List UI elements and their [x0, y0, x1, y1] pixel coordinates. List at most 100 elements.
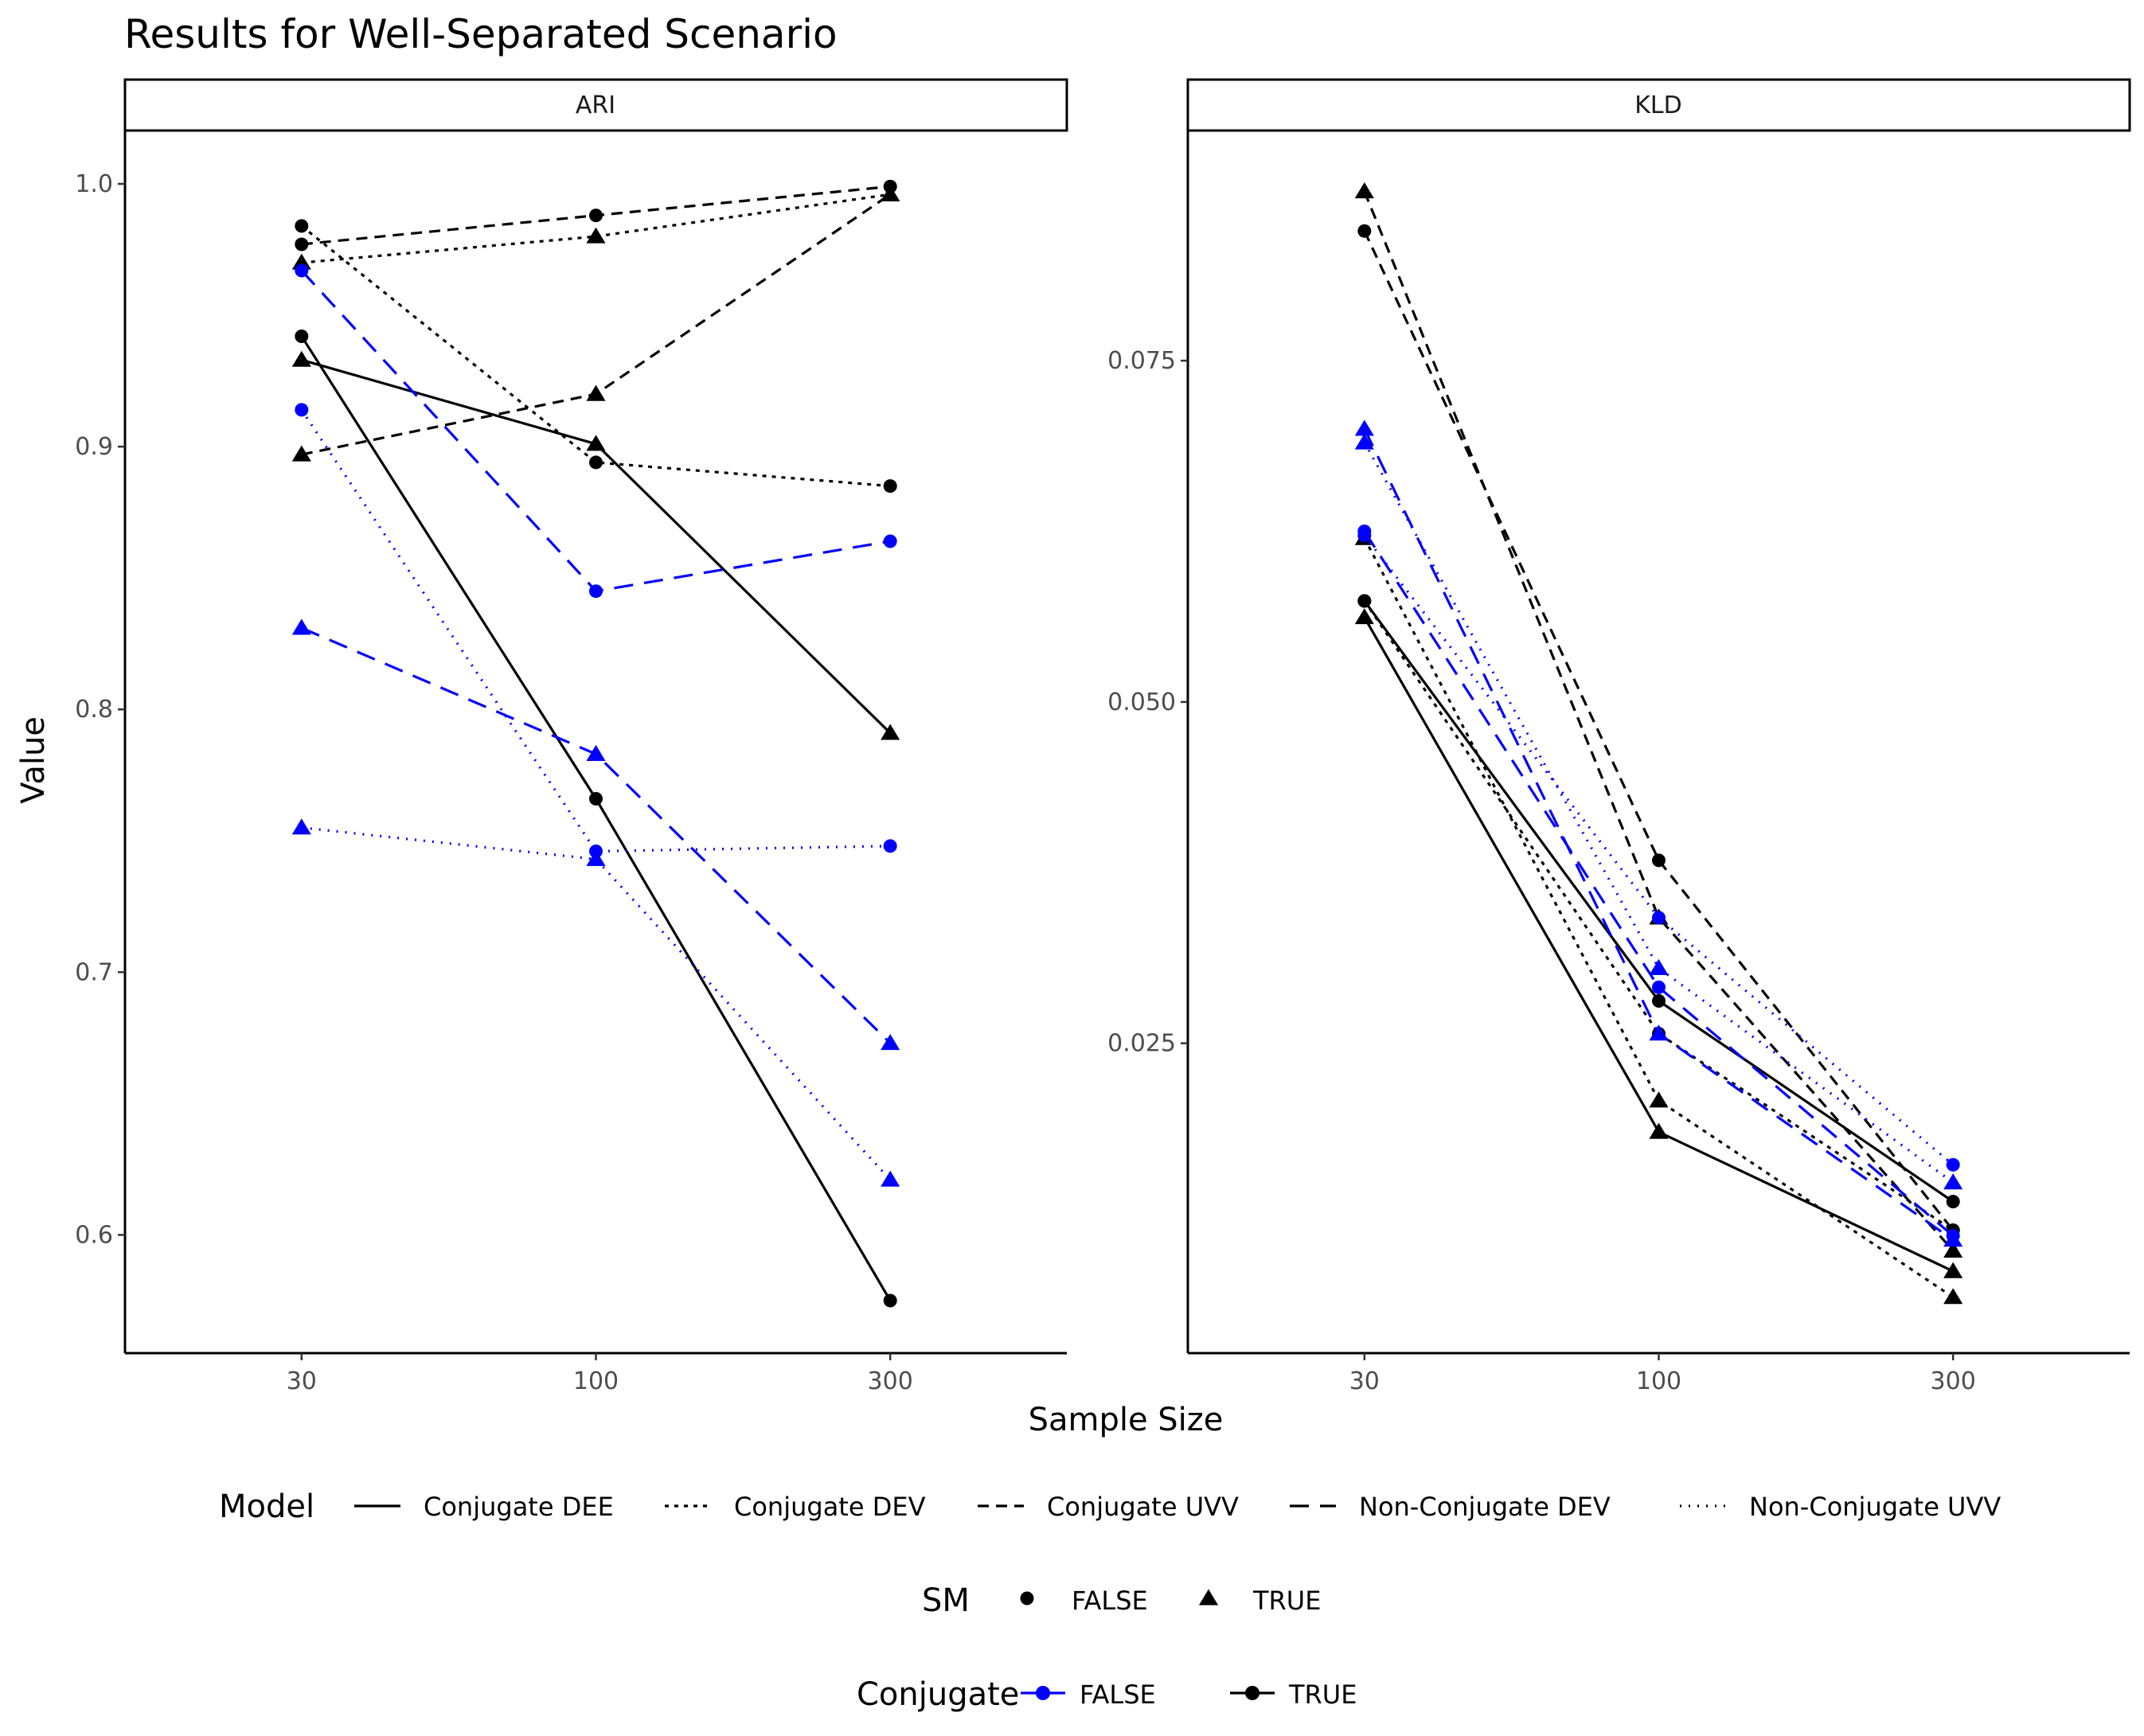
kld-series-conjugate-uvv-sm-true-point [1943, 1241, 1963, 1258]
kld-series-conjugate-dev-sm-true-point [1649, 1091, 1669, 1108]
kld-series-non-conjugate-dev-sm-true-point [1649, 1024, 1669, 1041]
ari-series-non-conjugate-dev-sm-false-point [295, 263, 309, 278]
legend-conjugate: Conjugate FALSE TRUE [857, 1676, 1357, 1713]
y-tick-label-kld: 0.050 [1107, 689, 1176, 716]
panel-kld: KLD 0.025 0.050 0.075 30 100 300 [1107, 78, 2131, 1395]
kld-series-conjugate-uvv-sm-false-point [1357, 224, 1372, 238]
ari-series-conjugate-dee-sm-true-point [291, 350, 311, 367]
legend-model-label-conjugate-uvv: Conjugate UVV [1047, 1492, 1239, 1522]
ari-series-non-conjugate-dev-sm-true-point [881, 1033, 900, 1051]
ari-series-conjugate-uvv-sm-true-point [586, 384, 606, 401]
ari-series-conjugate-dee-sm-false-point [883, 1293, 897, 1308]
y-tick-label-kld: 0.025 [1107, 1030, 1176, 1058]
kld-series-conjugate-dee-sm-false-point [1946, 1195, 1960, 1209]
ari-series-conjugate-dev-sm-false-line [300, 224, 891, 488]
ari-series-non-conjugate-uvv-sm-true-point [586, 849, 606, 867]
kld-series-non-conjugate-dev-sm-false-point [1652, 980, 1666, 994]
ari-series-non-conjugate-dev-sm-false-point [883, 534, 897, 548]
kld-series-non-conjugate-dev-sm-false-line [1363, 530, 1955, 1237]
legend-sm-key-false [1020, 1591, 1034, 1605]
ari-series-conjugate-dev-sm-false-point [883, 479, 897, 493]
ari-series-non-conjugate-dev-sm-false-point [589, 584, 603, 599]
y-axis-title: Value [15, 716, 52, 804]
ari-series-conjugate-dev-sm-true-point [291, 253, 311, 270]
legend-sm-label-true: TRUE [1252, 1586, 1321, 1616]
y-tick-label-kld: 0.075 [1107, 347, 1176, 375]
kld-series-conjugate-dev-sm-false-point [1357, 594, 1372, 608]
kld-series-conjugate-uvv-sm-false-point [1652, 853, 1666, 868]
ari-series-non-conjugate-uvv-sm-true-point [881, 1170, 900, 1187]
y-tick-label-ari: 1.0 [75, 170, 113, 198]
kld-series-conjugate-uvv-sm-true-line [1363, 190, 1955, 1252]
strip-box-ari [123, 78, 1068, 132]
ari-series-conjugate-dev-sm-true-line [301, 193, 891, 264]
ari-series-conjugate-dee-sm-true-point [881, 724, 900, 740]
ari-series-conjugate-dev-sm-false-point [295, 219, 309, 233]
legend-conjugate-key-dot-true [1245, 1686, 1259, 1700]
ari-series-non-conjugate-uvv-sm-false-point [295, 403, 309, 417]
legend-sm-title: SM [922, 1582, 970, 1619]
ari-series-non-conjugate-dev-sm-true-point [586, 744, 606, 761]
legend-conjugate-title: Conjugate [857, 1676, 1019, 1713]
kld-series-conjugate-dee-sm-false-point [1652, 994, 1666, 1008]
kld-series-non-conjugate-dev-sm-true-point [1943, 1231, 1963, 1247]
kld-series-non-conjugate-uvv-sm-true-point [1649, 958, 1669, 975]
ari-series-non-conjugate-dev-sm-true-point [291, 618, 311, 635]
y-tick-label-ari: 0.7 [75, 958, 113, 986]
legend-model-title: Model [219, 1488, 314, 1525]
legend-conjugate-label-true: TRUE [1288, 1679, 1357, 1710]
kld-series-non-conjugate-uvv-sm-true-point [1943, 1173, 1963, 1190]
x-axis-title: Sample Size [1029, 1402, 1224, 1438]
x-tick-label-kld: 300 [1931, 1367, 1976, 1395]
ari-series-non-conjugate-uvv-sm-false-line [300, 409, 891, 853]
ari-series-conjugate-uvv-sm-true-point [291, 445, 311, 462]
kld-series-conjugate-dee-sm-true-point [1354, 608, 1374, 625]
kld-series-conjugate-dee-sm-true-point [1649, 1122, 1669, 1139]
y-tick-label-ari: 0.6 [75, 1221, 113, 1249]
ari-series-conjugate-dee-sm-true-point [586, 435, 606, 451]
kld-series-non-conjugate-dev-sm-true-point [1354, 419, 1374, 436]
strip-box-kld [1186, 78, 2131, 132]
kld-series-non-conjugate-uvv-sm-true-point [1354, 433, 1374, 450]
legend-sm: SM FALSE TRUE [922, 1582, 1321, 1619]
kld-series-non-conjugate-uvv-sm-false-point [1357, 529, 1372, 543]
kld-series-conjugate-dev-sm-false-line [1363, 600, 1955, 1231]
legend-model-label-conjugate-dee: Conjugate DEE [424, 1492, 614, 1522]
panel-ari: ARI 0.6 0.7 0.8 0.9 1.0 30 100 300 [75, 78, 1068, 1395]
ari-series-conjugate-dee-sm-false-point [589, 791, 603, 806]
legend-sm-label-false: FALSE [1072, 1586, 1148, 1616]
y-tick-label-ari: 0.8 [75, 696, 113, 724]
legend-model-label-conjugate-dev: Conjugate DEV [734, 1492, 926, 1522]
x-tick-label-kld: 100 [1636, 1367, 1681, 1395]
legend-conjugate-label-false: FALSE [1080, 1679, 1156, 1710]
x-tick-label-ari: 30 [287, 1367, 317, 1395]
ari-series-conjugate-dev-sm-true-point [586, 227, 606, 244]
strip-label-kld: KLD [1634, 92, 1682, 119]
ari-series-conjugate-uvv-sm-false-point [295, 237, 309, 252]
legend-model: Model Conjugate DEE Conjugate DEV Conjugat… [219, 1488, 2001, 1525]
kld-series-non-conjugate-uvv-sm-false-point [1946, 1157, 1960, 1172]
legend-model-label-non-conjugate-dev: Non-Conjugate DEV [1359, 1492, 1611, 1522]
chart-title: Results for Well-Separated Scenario [124, 11, 838, 57]
kld-series-conjugate-uvv-sm-true-point [1354, 181, 1374, 199]
legend-model-label-non-conjugate-uvv: Non-Conjugate UVV [1749, 1492, 2001, 1522]
kld-series-conjugate-dev-sm-true-line [1363, 537, 1955, 1299]
y-tick-label-ari: 0.9 [75, 433, 113, 461]
ari-series-conjugate-dee-sm-false-point [295, 329, 309, 343]
ari-series-non-conjugate-uvv-sm-true-point [291, 818, 311, 835]
kld-series-conjugate-dee-sm-true-point [1943, 1262, 1963, 1278]
x-tick-label-ari: 300 [868, 1367, 913, 1395]
ari-series-conjugate-uvv-sm-true-point [881, 185, 900, 201]
kld-series-conjugate-dev-sm-true-point [1943, 1288, 1963, 1305]
legend-sm-key-true [1198, 1589, 1219, 1605]
ari-series-conjugate-dev-sm-false-point [589, 455, 603, 470]
x-tick-label-ari: 100 [573, 1367, 619, 1395]
ari-series-non-conjugate-uvv-sm-false-point [883, 839, 897, 853]
strip-label-ari: ARI [576, 92, 615, 119]
ari-series-conjugate-uvv-sm-false-point [589, 209, 603, 223]
legend-conjugate-key-dot-false [1036, 1686, 1050, 1700]
kld-series-non-conjugate-uvv-sm-false-point [1652, 911, 1666, 925]
x-tick-label-kld: 30 [1349, 1367, 1380, 1395]
